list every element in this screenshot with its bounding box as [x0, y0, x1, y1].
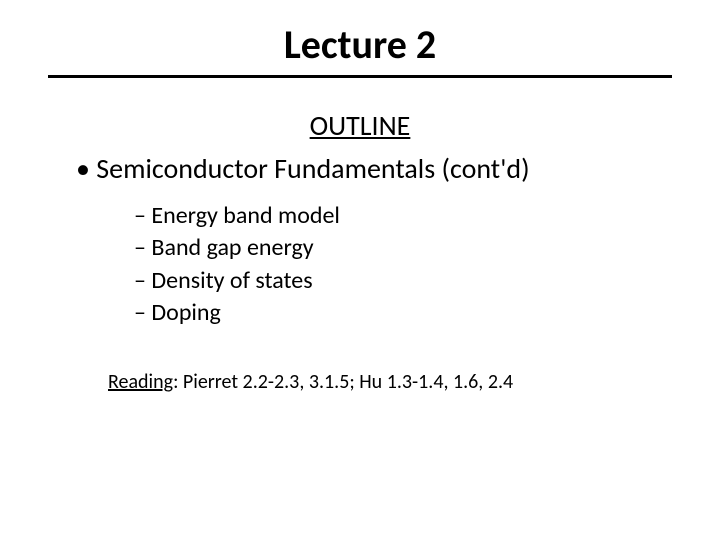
title-divider	[48, 75, 672, 78]
title-container: Lecture 2	[48, 20, 672, 69]
sub-bullet: Doping	[134, 297, 672, 329]
reading-line: Reading: Pierret 2.2-2.3, 3.1.5; Hu 1.3-…	[108, 370, 672, 394]
sub-bullet-list: Energy band model Band gap energy Densit…	[134, 200, 672, 330]
outline-heading: OUTLINE	[48, 108, 672, 143]
reading-label: Reading	[108, 370, 173, 394]
main-bullet: Semiconductor Fundamentals (cont'd)	[76, 151, 672, 186]
sub-bullet: Density of states	[134, 265, 672, 297]
slide: Lecture 2 OUTLINE Semiconductor Fundamen…	[0, 0, 720, 540]
reading-text: : Pierret 2.2-2.3, 3.1.5; Hu 1.3-1.4, 1.…	[173, 370, 513, 394]
lecture-title: Lecture 2	[284, 20, 436, 69]
sub-bullet: Band gap energy	[134, 232, 672, 264]
sub-bullet: Energy band model	[134, 200, 672, 232]
